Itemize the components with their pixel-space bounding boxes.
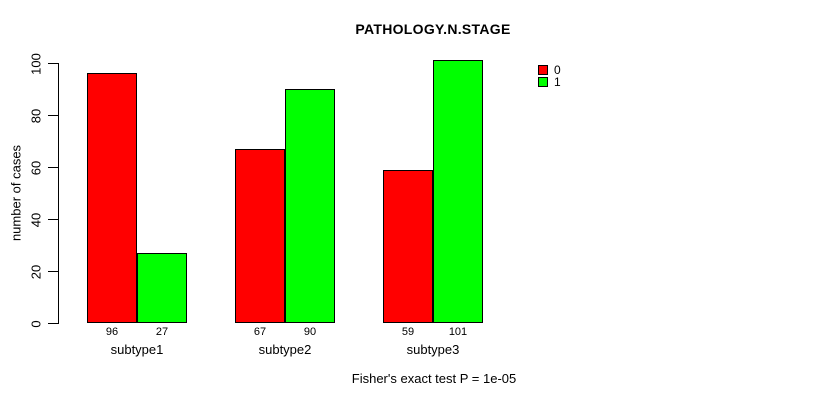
legend-swatch bbox=[538, 65, 548, 75]
y-tick bbox=[48, 323, 58, 324]
y-tick-label: 80 bbox=[28, 108, 44, 124]
x-category-label: subtype2 bbox=[258, 342, 312, 357]
legend-swatch bbox=[538, 77, 548, 87]
legend-label: 1 bbox=[554, 75, 561, 89]
y-tick-label: 100 bbox=[28, 53, 44, 75]
legend-item: 1 bbox=[538, 75, 561, 89]
bar-subtype2-series-1 bbox=[285, 89, 335, 323]
legend-item: 0 bbox=[538, 63, 561, 77]
annotation-text: Fisher's exact test P = 1e-05 bbox=[351, 371, 517, 386]
bar-subtype1-series-1 bbox=[137, 253, 187, 323]
chart-title: PATHOLOGY.N.STAGE bbox=[355, 21, 511, 37]
bar-value-label: 101 bbox=[448, 326, 468, 338]
y-tick-label: 0 bbox=[28, 320, 44, 328]
bar-subtype3-series-0 bbox=[383, 170, 433, 323]
legend-label: 0 bbox=[554, 63, 561, 77]
bar-subtype1-series-0 bbox=[87, 73, 137, 323]
y-tick bbox=[48, 167, 58, 168]
bar-value-label: 67 bbox=[253, 326, 267, 338]
y-tick bbox=[48, 271, 58, 272]
bar-value-label: 27 bbox=[155, 326, 169, 338]
y-tick bbox=[48, 63, 58, 64]
y-tick-label: 60 bbox=[28, 160, 44, 176]
bar-value-label: 59 bbox=[401, 326, 415, 338]
bar-subtype3-series-1 bbox=[433, 60, 483, 323]
bar-value-label: 96 bbox=[105, 326, 119, 338]
y-tick bbox=[48, 115, 58, 116]
bar-value-label: 90 bbox=[303, 326, 317, 338]
y-tick bbox=[48, 219, 58, 220]
x-category-label: subtype3 bbox=[406, 342, 460, 357]
y-tick-label: 20 bbox=[28, 264, 44, 280]
y-axis-line bbox=[58, 63, 59, 324]
y-axis-label: number of cases bbox=[8, 144, 24, 242]
bar-subtype2-series-0 bbox=[235, 149, 285, 323]
y-tick-label: 40 bbox=[28, 212, 44, 228]
x-category-label: subtype1 bbox=[110, 342, 164, 357]
